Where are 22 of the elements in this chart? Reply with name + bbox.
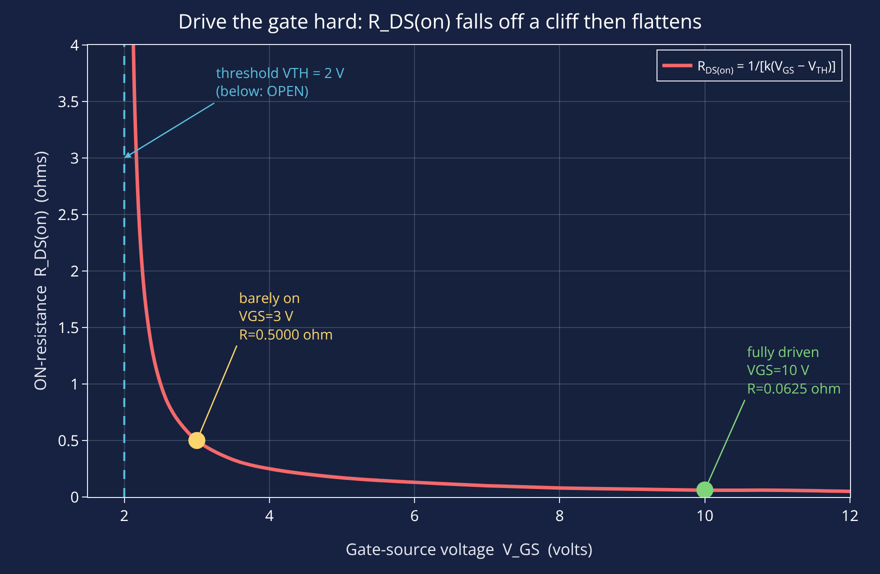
y-tick-label: 3 <box>70 148 79 168</box>
annotation: fully driven VGS=10 V R=0.0625 ohm <box>747 343 841 398</box>
y-tick-label: 1 <box>70 374 79 394</box>
x-tick-label: 6 <box>410 506 419 526</box>
x-tick-label: 12 <box>841 506 859 526</box>
annotation: barely on VGS=3 V R=0.5000 ohm <box>239 289 333 344</box>
y-tick-label: 2.5 <box>58 204 79 225</box>
annotation: threshold VTH = 2 V (below: OPEN) <box>216 64 345 102</box>
x-tick-label: 2 <box>120 506 129 526</box>
x-tick-label: 8 <box>555 506 564 526</box>
x-tick-label: 4 <box>265 506 274 526</box>
x-tick-label: 10 <box>696 506 714 526</box>
y-tick-label: 4 <box>70 35 80 56</box>
legend-label: R$_{DS(on)}$ = 1/[k(V$_{GS}$ − V$_{TH}$)] <box>697 56 836 76</box>
y-axis-title: ON-resistance R_DS(on) (ohms) <box>29 150 51 391</box>
y-tick-label: 1.5 <box>58 318 79 338</box>
x-axis-title: Gate-source voltage V_GS (volts) <box>346 538 593 560</box>
y-tick-label: 0.5 <box>58 430 79 451</box>
chart-title: Drive the gate hard: R_DS(on) falls off a cliff then flattens <box>178 7 702 34</box>
y-tick-label: 2 <box>70 261 79 282</box>
y-tick-label: 3.5 <box>58 92 79 112</box>
y-tick-label: 0 <box>70 487 79 508</box>
